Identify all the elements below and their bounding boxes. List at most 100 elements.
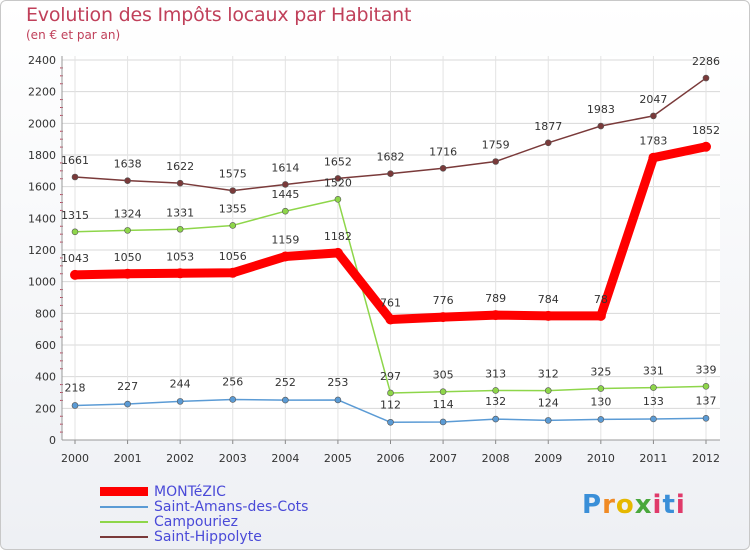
data-point <box>595 310 606 321</box>
data-point <box>229 396 237 403</box>
x-tick-label: 2001 <box>114 452 142 465</box>
legend-item: Campouriez <box>100 514 308 529</box>
data-point <box>544 417 552 424</box>
legend-swatch <box>100 535 148 538</box>
data-point <box>176 179 184 187</box>
legend-swatch <box>100 520 148 523</box>
data-point <box>176 398 184 405</box>
data-point <box>229 222 237 229</box>
data-point <box>648 152 659 163</box>
x-tick-label: 2010 <box>587 452 615 465</box>
data-point <box>387 418 394 426</box>
data-point <box>543 310 554 321</box>
y-tick-label: 0 <box>49 434 56 447</box>
data-label: 244 <box>170 377 191 390</box>
data-point <box>597 416 605 423</box>
data-point <box>71 228 79 236</box>
data-point <box>492 415 499 423</box>
data-point <box>387 389 394 397</box>
data-label: 1661 <box>61 154 89 167</box>
data-point <box>176 225 184 233</box>
data-label: 132 <box>485 395 506 408</box>
y-tick-label: 2400 <box>28 54 56 67</box>
data-label: 1520 <box>324 176 352 189</box>
x-tick-label: 2000 <box>61 452 89 465</box>
x-tick-label: 2006 <box>377 452 405 465</box>
y-tick-label: 1200 <box>28 244 56 257</box>
data-label: 313 <box>485 367 506 380</box>
data-point <box>702 415 710 422</box>
data-label: 130 <box>590 395 611 408</box>
data-label: 312 <box>538 368 559 381</box>
data-point <box>544 139 552 147</box>
data-label: 252 <box>275 376 296 389</box>
chart-legend: MONTéZIC Saint-Amans-des-Cots Campouriez Sa… <box>100 484 308 544</box>
legend-label: Saint-Amans-des-Cots <box>154 498 309 515</box>
data-point <box>701 141 711 152</box>
data-point <box>387 170 394 177</box>
y-tick-label: 1600 <box>28 181 56 194</box>
data-label: 124 <box>538 396 559 409</box>
y-tick-label: 800 <box>35 307 56 320</box>
data-point <box>280 251 291 262</box>
data-label: 78 <box>594 293 608 306</box>
data-label: 1182 <box>324 230 352 243</box>
data-label: 1852 <box>692 124 720 137</box>
data-point <box>334 175 342 182</box>
data-label: 256 <box>222 375 243 388</box>
data-label: 784 <box>538 293 559 306</box>
y-tick-label: 200 <box>35 402 56 415</box>
legend-label: Campouriez <box>154 513 238 530</box>
legend-item: MONTéZIC <box>100 484 308 499</box>
data-point <box>334 396 342 404</box>
data-label: 253 <box>327 376 348 389</box>
data-point <box>385 314 396 325</box>
data-point <box>650 415 657 423</box>
data-point <box>650 112 657 120</box>
data-label: 1445 <box>271 188 299 201</box>
data-point <box>439 388 447 396</box>
data-label: 1324 <box>114 207 142 220</box>
data-point <box>124 400 131 408</box>
data-label: 112 <box>380 398 401 411</box>
data-point <box>332 247 343 258</box>
data-point <box>70 269 80 280</box>
x-tick-label: 2002 <box>166 452 194 465</box>
data-point <box>282 181 289 188</box>
data-label: 1159 <box>271 233 299 246</box>
x-tick-label: 2011 <box>639 452 667 465</box>
data-point <box>702 74 710 82</box>
data-label: 1331 <box>166 206 194 219</box>
data-point <box>124 227 131 234</box>
data-label: 1056 <box>219 250 247 263</box>
data-label: 1716 <box>429 145 457 158</box>
data-label: 789 <box>485 292 506 305</box>
x-tick-label: 2008 <box>482 452 510 465</box>
data-label: 1614 <box>271 161 299 174</box>
legend-label: Saint-Hippolyte <box>154 528 262 545</box>
data-point <box>492 387 499 394</box>
data-label: 137 <box>696 394 717 407</box>
data-label: 305 <box>433 369 454 382</box>
data-point <box>439 418 447 426</box>
chart-subtitle: (en € et par an) <box>26 28 121 42</box>
data-label: 227 <box>117 380 138 393</box>
data-label: 133 <box>643 395 664 408</box>
data-point <box>71 173 79 181</box>
data-point <box>175 268 186 279</box>
y-tick-label: 2000 <box>28 117 56 130</box>
legend-item: Saint-Amans-des-Cots <box>100 499 308 514</box>
x-tick-label: 2005 <box>324 452 352 465</box>
legend-swatch <box>100 487 148 496</box>
data-label: 1783 <box>639 135 667 148</box>
chart-title: Evolution des Impôts locaux par Habitant <box>26 4 412 26</box>
legend-swatch <box>100 505 148 508</box>
y-tick-label: 600 <box>35 339 56 352</box>
data-point <box>439 165 447 172</box>
data-point <box>282 207 289 215</box>
y-tick-label: 1400 <box>28 212 56 225</box>
data-point <box>490 310 501 321</box>
data-point <box>334 196 342 203</box>
data-label: 1682 <box>377 151 405 164</box>
data-label: 1622 <box>166 160 194 173</box>
